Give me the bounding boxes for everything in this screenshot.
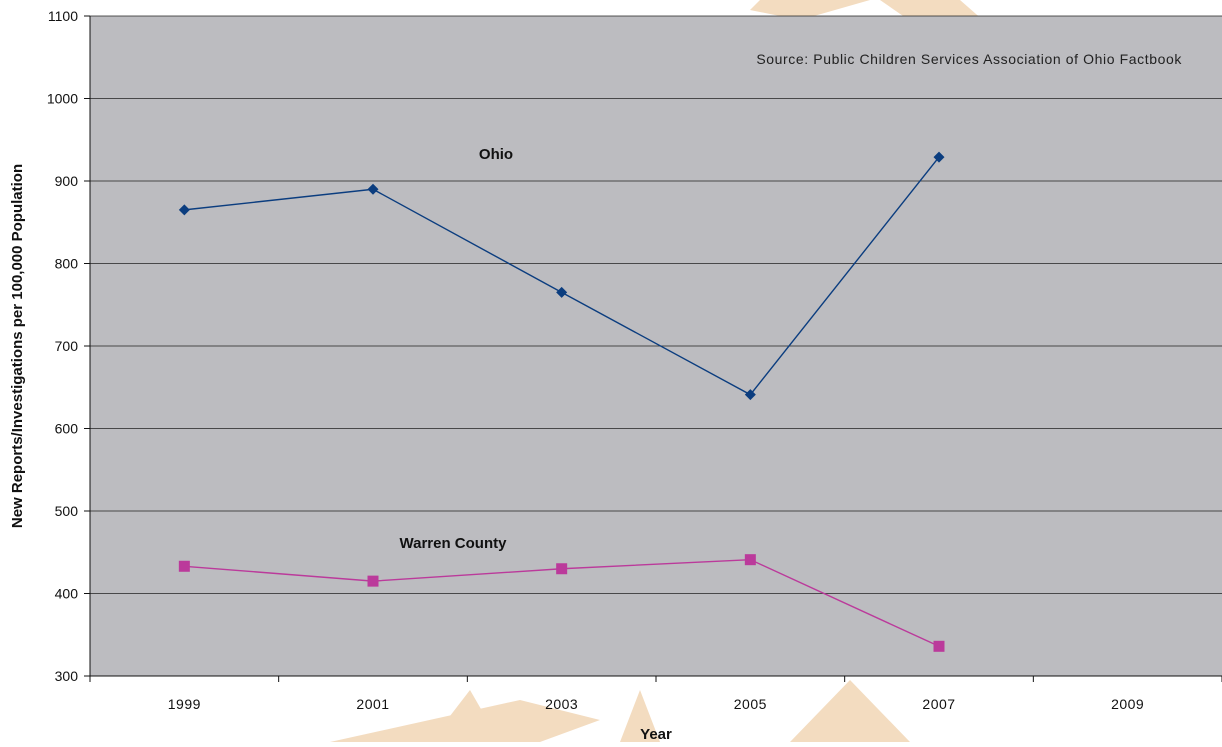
data-point-ohio <box>933 151 945 163</box>
y-tick-label: 600 <box>55 421 79 437</box>
y-tick-label: 800 <box>55 256 79 272</box>
y-tick-label: 400 <box>55 586 79 602</box>
y-tick-label: 500 <box>55 503 79 519</box>
data-point-warren-county <box>744 554 756 566</box>
watermark-shape <box>790 680 910 742</box>
y-axis-title: New Reports/Investigations per 100,000 P… <box>9 164 26 528</box>
y-tick-label: 1100 <box>48 8 78 24</box>
data-point-warren-county <box>933 640 945 652</box>
watermark-shape <box>620 690 660 742</box>
y-tick-label: 1000 <box>47 91 78 107</box>
series-lines <box>178 151 945 652</box>
axes: 300 400 500 600 700 800 900 1000 1100 1999 2001 200… <box>47 8 1222 712</box>
data-point-warren-county <box>367 575 379 587</box>
x-tick-label: 2007 <box>922 696 955 712</box>
y-tick-label: 300 <box>55 668 79 684</box>
data-point-ohio <box>178 204 190 216</box>
source-note: Source: Public Children Services Associa… <box>756 51 1182 67</box>
x-axis-title: Year <box>640 726 672 742</box>
series-label-ohio: Ohio <box>479 146 513 163</box>
data-point-warren-county <box>178 560 190 572</box>
data-point-ohio <box>744 389 756 401</box>
x-tick-label: 2003 <box>545 696 578 712</box>
series-label-warren-county: Warren County <box>400 535 508 552</box>
x-tick-label: 2001 <box>356 696 389 712</box>
data-point-ohio <box>556 286 568 298</box>
data-point-ohio <box>367 183 379 195</box>
y-tick-label: 900 <box>55 173 79 189</box>
y-tick-label: 700 <box>55 338 79 354</box>
watermark-shape <box>750 0 870 20</box>
x-tick-label: 2009 <box>1111 696 1144 712</box>
data-point-warren-county <box>556 563 568 575</box>
watermark-shape <box>430 690 500 742</box>
x-tick-label: 2005 <box>734 696 767 712</box>
x-tick-label: 1999 <box>168 696 201 712</box>
